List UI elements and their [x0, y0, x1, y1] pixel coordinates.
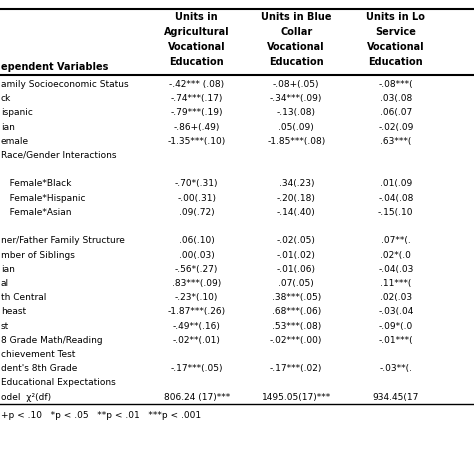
Text: ependent Variables: ependent Variables — [1, 62, 109, 72]
Text: -.17***(.02): -.17***(.02) — [270, 365, 322, 373]
Text: Vocational: Vocational — [267, 42, 325, 52]
Text: Female*Asian: Female*Asian — [1, 208, 72, 217]
Text: -.17***(.05): -.17***(.05) — [171, 365, 223, 373]
Text: -.00(.31): -.00(.31) — [177, 194, 216, 202]
Text: -.56*(.27): -.56*(.27) — [175, 265, 219, 273]
Text: -.04(.03: -.04(.03 — [378, 265, 413, 273]
Text: -.03(.04: -.03(.04 — [378, 308, 413, 316]
Text: +p < .10   *p < .05   **p < .01   ***p < .001: +p < .10 *p < .05 **p < .01 ***p < .001 — [1, 411, 201, 420]
Text: Units in: Units in — [175, 12, 218, 22]
Text: 934.45(17: 934.45(17 — [373, 393, 419, 401]
Text: -.14(.40): -.14(.40) — [277, 208, 316, 217]
Text: Education: Education — [169, 57, 224, 67]
Text: Vocational: Vocational — [168, 42, 226, 52]
Text: Service: Service — [375, 27, 416, 37]
Text: ispanic: ispanic — [1, 109, 33, 117]
Text: .63***(: .63***( — [380, 137, 411, 146]
Text: -.42*** (.08): -.42*** (.08) — [169, 80, 224, 89]
Text: -.23*(.10): -.23*(.10) — [175, 293, 219, 302]
Text: ian: ian — [1, 123, 15, 131]
Text: .68***(.06): .68***(.06) — [272, 308, 321, 316]
Text: -.01(.02): -.01(.02) — [277, 251, 316, 259]
Text: -.01***(: -.01***( — [378, 336, 413, 345]
Text: al: al — [1, 279, 9, 288]
Text: -.13(.08): -.13(.08) — [277, 109, 316, 117]
Text: Units in Blue: Units in Blue — [261, 12, 331, 22]
Text: heast: heast — [1, 308, 26, 316]
Text: Female*Black: Female*Black — [1, 180, 71, 188]
Text: -.03**(.: -.03**(. — [379, 365, 412, 373]
Text: th Central: th Central — [1, 293, 46, 302]
Text: -.79***(.19): -.79***(.19) — [171, 109, 223, 117]
Text: -.08+(.05): -.08+(.05) — [273, 80, 319, 89]
Text: -.86+(.49): -.86+(.49) — [173, 123, 220, 131]
Text: Education: Education — [269, 57, 324, 67]
Text: .00(.03): .00(.03) — [179, 251, 215, 259]
Text: -.15(.10: -.15(.10 — [378, 208, 413, 217]
Text: .06(.07: .06(.07 — [380, 109, 412, 117]
Text: -.08***(: -.08***( — [378, 80, 413, 89]
Text: -.09*(.0: -.09*(.0 — [379, 322, 413, 330]
Text: mber of Siblings: mber of Siblings — [1, 251, 75, 259]
Text: .38***(.05): .38***(.05) — [272, 293, 321, 302]
Text: Educational Expectations: Educational Expectations — [1, 379, 116, 387]
Text: -1.87***(.26): -1.87***(.26) — [168, 308, 226, 316]
Text: 1495.05(17)***: 1495.05(17)*** — [262, 393, 331, 401]
Text: -1.85***(.08): -1.85***(.08) — [267, 137, 325, 146]
Text: .11***(: .11***( — [380, 279, 411, 288]
Text: -.02***(.00): -.02***(.00) — [270, 336, 322, 345]
Text: -.70*(.31): -.70*(.31) — [175, 180, 219, 188]
Text: .05(.09): .05(.09) — [278, 123, 314, 131]
Text: amily Socioeconomic Status: amily Socioeconomic Status — [1, 80, 128, 89]
Text: .03(.08: .03(.08 — [380, 94, 412, 103]
Text: -.20(.18): -.20(.18) — [277, 194, 316, 202]
Text: ner/Father Family Structure: ner/Father Family Structure — [1, 237, 125, 245]
Text: emale: emale — [1, 137, 29, 146]
Text: Vocational: Vocational — [367, 42, 425, 52]
Text: -.01(.06): -.01(.06) — [277, 265, 316, 273]
Text: ian: ian — [1, 265, 15, 273]
Text: Units in Lo: Units in Lo — [366, 12, 425, 22]
Text: 806.24 (17)***: 806.24 (17)*** — [164, 393, 230, 401]
Text: .07(.05): .07(.05) — [278, 279, 314, 288]
Text: -.02(.05): -.02(.05) — [277, 237, 316, 245]
Text: dent's 8th Grade: dent's 8th Grade — [1, 365, 77, 373]
Text: -1.35***(.10): -1.35***(.10) — [168, 137, 226, 146]
Text: -.34***(.09): -.34***(.09) — [270, 94, 322, 103]
Text: .01(.09: .01(.09 — [380, 180, 412, 188]
Text: Agricultural: Agricultural — [164, 27, 229, 37]
Text: Collar: Collar — [280, 27, 312, 37]
Text: -.02(.09: -.02(.09 — [378, 123, 413, 131]
Text: .53***(.08): .53***(.08) — [272, 322, 321, 330]
Text: Education: Education — [368, 57, 423, 67]
Text: .83***(.09): .83***(.09) — [172, 279, 221, 288]
Text: -.02**(.01): -.02**(.01) — [173, 336, 221, 345]
Text: ck: ck — [1, 94, 11, 103]
Text: .02(.03: .02(.03 — [380, 293, 412, 302]
Text: -.74***(.17): -.74***(.17) — [171, 94, 223, 103]
Text: Race/Gender Interactions: Race/Gender Interactions — [1, 151, 117, 160]
Text: .07**(.: .07**(. — [381, 237, 410, 245]
Text: .09(.72): .09(.72) — [179, 208, 215, 217]
Text: -.49**(.16): -.49**(.16) — [173, 322, 221, 330]
Text: odel  χ²(df): odel χ²(df) — [1, 393, 51, 401]
Text: .06(.10): .06(.10) — [179, 237, 215, 245]
Text: .34(.23): .34(.23) — [279, 180, 314, 188]
Text: .02*(.0: .02*(.0 — [380, 251, 411, 259]
Text: 8 Grade Math/Reading: 8 Grade Math/Reading — [1, 336, 102, 345]
Text: Female*Hispanic: Female*Hispanic — [1, 194, 85, 202]
Text: st: st — [1, 322, 9, 330]
Text: chievement Test: chievement Test — [1, 350, 75, 359]
Text: -.04(.08: -.04(.08 — [378, 194, 413, 202]
